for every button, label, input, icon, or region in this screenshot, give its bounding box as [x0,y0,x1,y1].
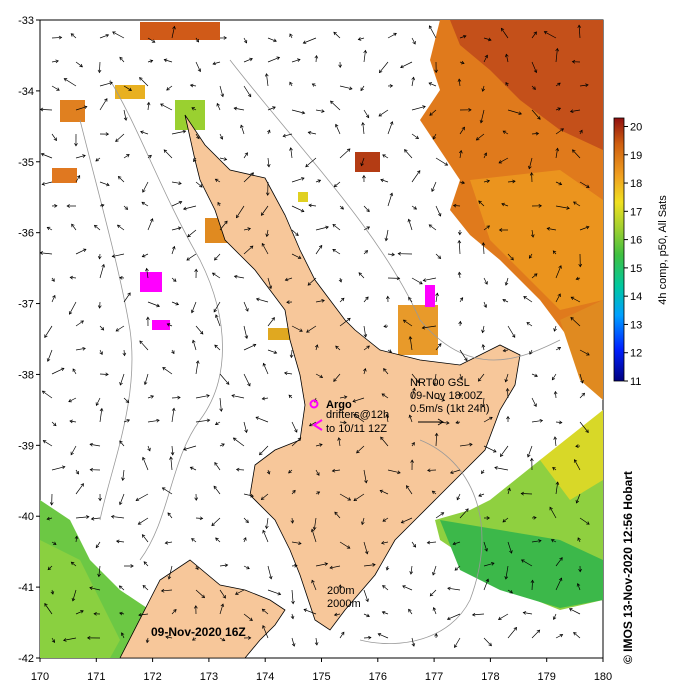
colorbar-label: 4h comp, p50, All Sats [657,195,669,305]
sst-southwest-patch [40,500,150,658]
lon-tick-label: 178 [481,671,499,683]
lon-tick-label: 171 [87,671,105,683]
lon-tick-label: 176 [369,671,387,683]
colorbar: 11 12 13 14 15 16 17 18 19 20 4h comp, p50, All S… [613,117,669,388]
lat-tick-label: -41 [18,582,34,594]
sst-east-patch [435,410,603,610]
drifters-label: drifters@12h [326,409,389,421]
lon-tick-label: 170 [31,671,49,683]
current-scale: 0.5m/s (1kt 24h) [410,403,489,415]
lon-tick-label: 177 [425,671,443,683]
lat-tick-label: -36 [18,228,34,240]
lat-tick-label: -33 [18,15,34,27]
colorbar-tick-label: 15 [630,263,642,275]
lat-tick-label: -35 [18,157,34,169]
lon-tick-label: 172 [143,671,161,683]
argo-marker-icon [309,399,319,409]
colorbar-tick-label: 19 [630,150,642,162]
colorbar-tick-label: 17 [630,206,642,218]
lat-tick-label: -34 [18,86,34,98]
lat-tick-label: -38 [18,369,34,381]
longitude-axis: 170 171 172 173 174 175 176 177 178 179 180 [31,658,612,683]
credit-label: © IMOS 13-Nov-2020 12:56 Hobart [621,471,635,664]
colorbar-tick-label: 11 [630,376,641,388]
drifter-marker-icon [312,419,323,431]
colorbar-tick-label: 20 [630,121,642,133]
contour-200-label: 200m [327,585,355,597]
current-title: NRT00 GSL [410,377,470,389]
colorbar-tick-label: 18 [630,178,642,190]
lon-tick-label: 179 [538,671,556,683]
current-legend: NRT00 GSL 09-Nov 18:00Z 0.5m/s (1kt 24h) [410,377,489,426]
lon-tick-label: 173 [200,671,218,683]
lat-tick-label: -40 [18,511,34,523]
current-vectors [39,24,590,648]
colorbar-tick-label: 13 [630,319,642,331]
sst-northeast-patch [420,20,603,400]
lon-tick-label: 180 [594,671,612,683]
lon-tick-label: 174 [256,671,274,683]
lat-tick-label: -37 [18,299,34,311]
south-island-land [119,559,286,659]
argo-legend: Argo drifters@12h to 10/11 12Z [309,399,389,435]
date-label: 09-Nov-2020 16Z [151,625,246,639]
contour-legend: 200m 2000m [327,585,361,610]
argo-label: Argo [326,399,352,411]
lat-tick-label: -42 [18,653,34,665]
latitude-axis: -33 -34 -35 -36 -37 -38 -39 -40 -41 -42 [18,15,40,665]
argo-patches [140,272,435,330]
north-island-land [184,114,521,631]
lat-tick-label: -39 [18,440,34,452]
colorbar-tick-label: 16 [630,235,642,247]
colorbar-tick-label: 14 [630,291,642,303]
drifters-label-2: to 10/11 12Z [326,423,387,435]
colorbar-tick-label: 12 [630,348,642,360]
contour-2000-label: 2000m [327,598,361,610]
current-time: 09-Nov 18:00Z [410,390,483,402]
lon-tick-label: 175 [312,671,330,683]
